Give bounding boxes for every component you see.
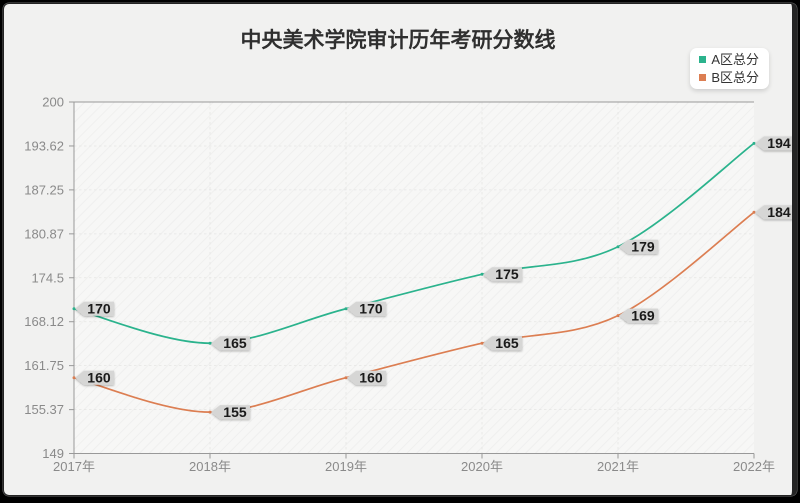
svg-text:179: 179	[631, 239, 655, 255]
svg-text:200: 200	[42, 95, 64, 110]
svg-text:155.37: 155.37	[24, 402, 64, 417]
svg-text:165: 165	[223, 335, 247, 351]
svg-text:174.5: 174.5	[31, 270, 64, 285]
svg-text:175: 175	[495, 266, 519, 282]
svg-text:2018年: 2018年	[189, 459, 231, 474]
svg-text:187.25: 187.25	[24, 182, 64, 197]
svg-text:165: 165	[495, 335, 519, 351]
svg-text:168.12: 168.12	[24, 314, 64, 329]
svg-text:169: 169	[631, 307, 655, 323]
svg-text:170: 170	[359, 301, 383, 317]
svg-text:161.75: 161.75	[24, 358, 64, 373]
svg-text:2020年: 2020年	[461, 459, 503, 474]
svg-text:2021年: 2021年	[597, 459, 639, 474]
svg-text:2019年: 2019年	[325, 459, 367, 474]
svg-text:2022年: 2022年	[733, 459, 775, 474]
svg-text:160: 160	[87, 369, 111, 385]
svg-text:180.87: 180.87	[24, 226, 64, 241]
svg-text:184: 184	[767, 204, 791, 220]
svg-text:160: 160	[359, 369, 383, 385]
svg-text:170: 170	[87, 301, 111, 317]
svg-text:194: 194	[767, 135, 791, 151]
svg-text:193.62: 193.62	[24, 139, 64, 154]
svg-text:155: 155	[223, 404, 247, 420]
svg-text:2017年: 2017年	[53, 459, 95, 474]
